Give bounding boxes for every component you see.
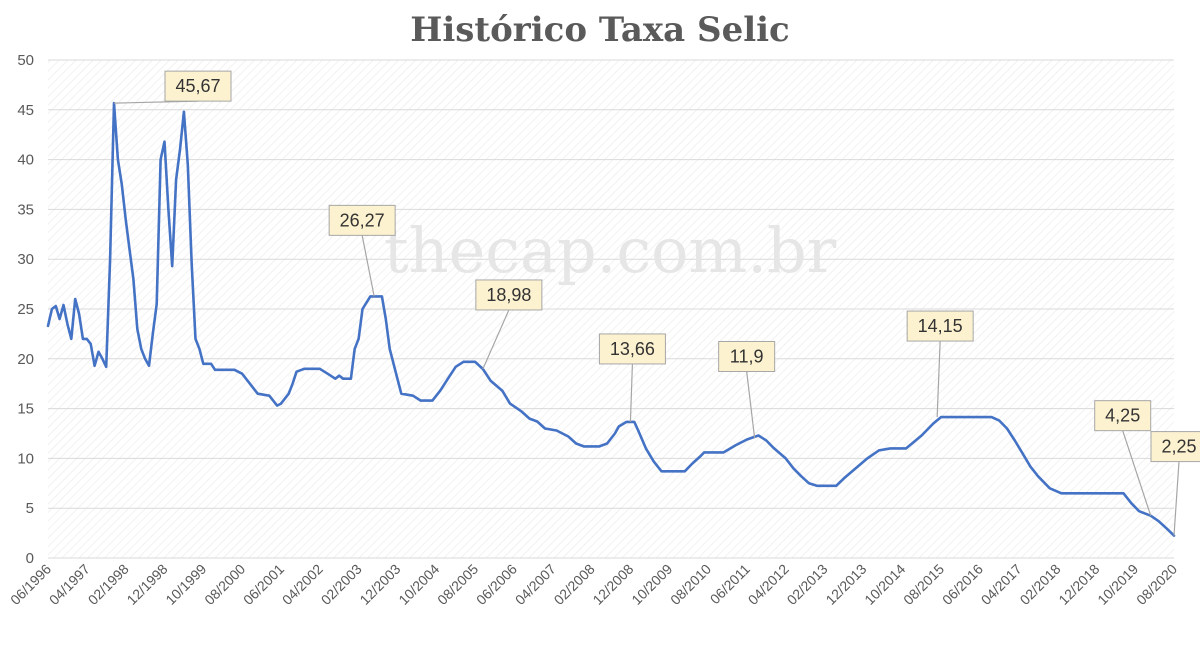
- x-tick-label: 06/2006: [473, 561, 520, 608]
- callout: 4,25: [1094, 400, 1152, 516]
- callout-leader: [1173, 461, 1180, 536]
- x-tick-label: 06/2011: [707, 561, 754, 608]
- y-tick-label: 45: [17, 102, 34, 119]
- x-tick-label: 12/2013: [822, 561, 869, 608]
- x-tick-label: 02/2008: [551, 561, 598, 608]
- x-tick-label: 04/2017: [978, 561, 1025, 608]
- gridlines: [48, 59, 1174, 559]
- x-axis: 06/199604/199702/199812/199810/199908/20…: [7, 561, 1180, 608]
- callout-leader: [482, 309, 510, 370]
- x-tick-label: 02/2013: [784, 561, 831, 608]
- callout-box: [475, 279, 543, 311]
- x-tick-label: 02/2018: [1017, 561, 1064, 608]
- callout-leader: [936, 341, 941, 418]
- x-tick-label: 10/2004: [395, 561, 442, 608]
- callout-box: [718, 340, 776, 372]
- chart-title: Histórico Taxa Selic: [410, 10, 790, 50]
- callout-label: 14,15: [918, 316, 963, 336]
- x-tick-label: 04/2012: [745, 561, 792, 608]
- y-axis: 0 5 10 15 20 25 30 35 40 45 50: [17, 52, 34, 567]
- x-tick-label: 08/2005: [434, 561, 481, 608]
- x-tick-label: 10/2009: [628, 561, 675, 608]
- callouts: 45,67 26,27 18,98 13,66 11,9 14,15 4,25 2,25: [113, 70, 1200, 536]
- callout-leader: [1122, 430, 1152, 516]
- y-tick-label: 10: [17, 450, 34, 467]
- x-tick-label: 04/2007: [512, 561, 559, 608]
- y-tick-label: 20: [17, 351, 34, 368]
- series-line: [46, 101, 1176, 537]
- x-tick-label: 08/2020: [1133, 561, 1180, 608]
- callout: 14,15: [906, 310, 974, 418]
- series-group: [46, 101, 1176, 537]
- callout-label: 2,25: [1161, 437, 1196, 457]
- callout: 26,27: [328, 204, 396, 297]
- callout: 13,66: [598, 333, 666, 422]
- x-tick-label: 02/1998: [85, 561, 132, 608]
- x-tick-label: 10/1999: [162, 561, 209, 608]
- x-tick-label: 04/2002: [279, 561, 326, 608]
- x-tick-label: 10/2019: [1094, 561, 1141, 608]
- callout: 18,98: [475, 279, 543, 370]
- x-tick-label: 12/2018: [1055, 561, 1102, 608]
- x-tick-label: 08/2000: [201, 561, 248, 608]
- callout-box: [598, 333, 666, 365]
- callout: 11,9: [718, 340, 776, 439]
- y-tick-label: 50: [17, 52, 34, 69]
- callout-leader: [361, 235, 375, 297]
- y-tick-label: 15: [17, 401, 34, 418]
- callout-label: 18,98: [486, 285, 531, 305]
- y-tick-label: 5: [26, 500, 34, 517]
- callout-box: [1150, 431, 1200, 463]
- y-tick-label: 35: [17, 201, 34, 218]
- callout-leader: [629, 363, 634, 422]
- y-tick-label: 0: [26, 550, 34, 567]
- callout-label: 26,27: [340, 210, 385, 230]
- x-tick-label: 12/2008: [589, 561, 636, 608]
- x-tick-label: 10/2014: [861, 561, 908, 608]
- callout-box: [164, 70, 232, 102]
- callout-label: 11,9: [730, 346, 764, 366]
- x-tick-label: 06/2016: [939, 561, 986, 608]
- callout-label: 4,25: [1105, 406, 1140, 426]
- x-tick-label: 06/2001: [240, 561, 287, 608]
- x-tick-label: 04/1997: [46, 561, 93, 608]
- y-tick-label: 30: [17, 251, 34, 268]
- callout: 45,67: [113, 70, 232, 104]
- callout-leader: [746, 371, 756, 439]
- y-tick-label: 25: [17, 301, 34, 318]
- watermark: thecap.com.br: [384, 214, 837, 287]
- x-tick-label: 08/2010: [667, 561, 714, 608]
- x-tick-label: 12/1998: [124, 561, 171, 608]
- x-tick-label: 06/1996: [7, 561, 54, 608]
- callout-label: 45,67: [175, 76, 220, 96]
- x-tick-label: 12/2003: [356, 561, 403, 608]
- callout-box: [906, 310, 974, 342]
- callout: 2,25: [1150, 431, 1200, 536]
- y-tick-label: 40: [17, 152, 34, 169]
- callout-box: [1094, 400, 1152, 432]
- callout-box: [328, 204, 396, 236]
- callout-label: 13,66: [610, 339, 655, 359]
- x-tick-label: 08/2015: [900, 561, 947, 608]
- x-tick-label: 02/2003: [318, 561, 365, 608]
